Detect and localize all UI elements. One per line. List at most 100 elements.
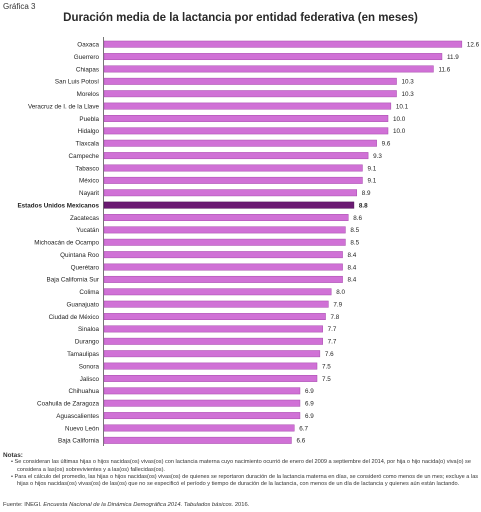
bar [103, 127, 389, 135]
category-label: Estados Unidos Mexicanos [17, 202, 99, 209]
source-title: Encuesta Nacional de la Dinámica Demográ… [43, 502, 234, 508]
bar [103, 424, 295, 432]
category-label: Tabasco [76, 165, 100, 172]
bar [103, 263, 343, 271]
bar [103, 238, 346, 246]
value-label: 8.4 [348, 252, 357, 259]
value-label: 10.0 [393, 116, 406, 123]
bar [103, 251, 343, 259]
value-label: 7.8 [331, 314, 340, 321]
value-label: 6.9 [305, 388, 314, 395]
bar [103, 102, 392, 110]
value-label: 6.9 [305, 401, 314, 408]
value-label: 6.9 [305, 413, 314, 420]
bar [103, 90, 397, 98]
value-label: 10.0 [393, 128, 406, 135]
note-item-2: • Para el cálculo del promedio, las hija… [11, 473, 479, 488]
value-label: 7.9 [333, 301, 342, 308]
category-label: Oaxaca [77, 41, 99, 48]
value-label: 10.3 [402, 79, 415, 86]
value-label: 11.9 [447, 54, 459, 61]
bar [103, 53, 443, 61]
category-label: México [79, 178, 99, 185]
bar [103, 164, 363, 172]
source-note: Fuente: INEGI. Encuesta Nacional de la D… [3, 502, 249, 508]
bar [103, 139, 377, 147]
category-label: Guerrero [74, 54, 100, 61]
category-label: Sinaloa [78, 326, 100, 333]
category-label: Nayarit [79, 190, 99, 197]
value-label: 11.6 [438, 66, 450, 73]
notes: Notas: • Se consideran las últimas hijas… [3, 452, 479, 488]
category-label: Coahuila de Zaragoza [37, 401, 99, 408]
value-label: 8.5 [350, 227, 359, 234]
value-label: 6.6 [296, 438, 305, 445]
category-label: Chiapas [76, 66, 99, 73]
value-label: 10.1 [396, 103, 409, 110]
value-label: 8.9 [362, 190, 371, 197]
value-label: 10.3 [402, 91, 415, 98]
value-label: 7.7 [328, 326, 337, 333]
value-label: 8.5 [350, 240, 359, 247]
bar [103, 375, 318, 382]
category-label: Aguascalientes [56, 413, 99, 420]
bar [103, 115, 389, 122]
category-label: Baja California Sur [47, 277, 100, 284]
bar [103, 40, 463, 48]
category-label: Yucatán [76, 227, 99, 234]
value-label: 7.6 [325, 351, 334, 358]
notes-heading: Notas: [3, 452, 23, 459]
value-label: 7.5 [322, 363, 331, 370]
category-label: Baja California [58, 438, 99, 445]
category-label: Guanajuato [66, 301, 99, 308]
bar [103, 77, 397, 85]
value-label: 8.6 [353, 215, 362, 222]
bar [103, 436, 292, 444]
bar [103, 387, 301, 395]
category-label: Tlaxcala [76, 141, 100, 148]
bar [103, 214, 349, 221]
bar [103, 176, 363, 184]
category-label: Tamaulipas [67, 351, 99, 358]
bar [103, 313, 326, 321]
bar [103, 152, 369, 160]
category-label: Querétaro [71, 264, 100, 271]
category-label: Veracruz de I. de la Llave [28, 103, 100, 110]
category-label: Puebla [79, 116, 99, 123]
category-label: Ciudad de México [49, 314, 100, 321]
bar [103, 300, 329, 308]
source-suffix: 2016. [234, 502, 250, 508]
value-label: 7.5 [322, 376, 331, 383]
category-label: San Luis Potosí [55, 79, 99, 86]
value-label: 7.7 [328, 339, 337, 346]
bar [103, 412, 301, 420]
bar [103, 288, 332, 296]
source-prefix: Fuente: INEGI. [3, 502, 42, 508]
bar [103, 189, 358, 197]
value-label: 9.3 [373, 153, 382, 160]
bar [103, 399, 301, 407]
bar [103, 226, 346, 234]
bar-chart: Oaxaca 12.6 Guerrero 11.9 Chiapas 11.6 San Lui… [17, 37, 480, 446]
category-label: Nuevo León [65, 425, 99, 432]
category-label: Colima [79, 289, 99, 296]
category-label: Chihuahua [69, 388, 100, 395]
category-label: Zacatecas [70, 215, 99, 222]
bar [103, 337, 323, 345]
note-item-1: • Se consideran las últimas hijas o hijo… [11, 459, 471, 473]
category-label: Jalisco [80, 376, 100, 383]
value-label: 9.1 [367, 165, 376, 172]
category-label: Quintana Roo [60, 252, 99, 259]
bar [103, 350, 321, 358]
category-label: Morelos [77, 91, 99, 98]
value-label: 8.4 [348, 277, 357, 284]
value-label: 9.1 [367, 178, 376, 185]
category-label: Hidalgo [78, 128, 100, 135]
bar [103, 201, 355, 209]
value-label: 12.6 [467, 41, 480, 48]
chart-title: Duración media de la lactancia por entid… [63, 12, 418, 24]
value-label: 8.0 [336, 289, 345, 296]
value-label: 9.6 [382, 141, 391, 148]
value-label: 8.8 [359, 202, 368, 209]
category-label: Durango [75, 339, 100, 346]
